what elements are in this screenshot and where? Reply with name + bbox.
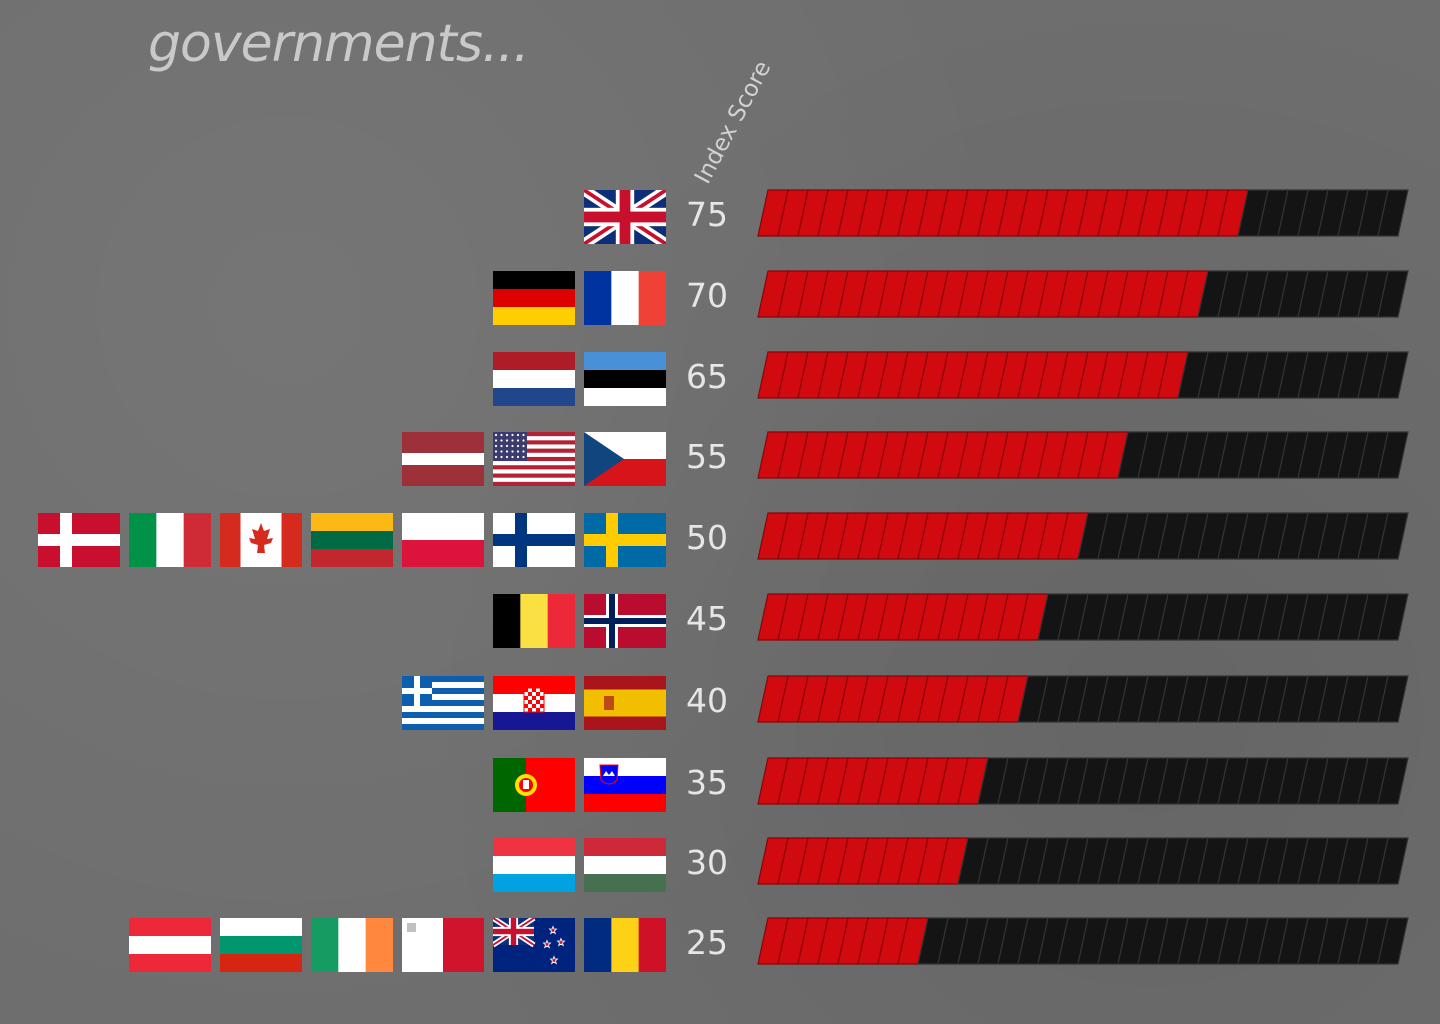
bar-segment-empty bbox=[1377, 512, 1409, 560]
fi-flag-icon bbox=[493, 513, 575, 567]
bg-flag-icon bbox=[220, 918, 302, 972]
gb-flag-icon bbox=[584, 190, 666, 244]
score-bar bbox=[757, 757, 1409, 805]
score-bar bbox=[757, 270, 1409, 318]
bar-segment-empty bbox=[1377, 757, 1409, 805]
hr-flag-icon bbox=[493, 676, 575, 730]
score-bar bbox=[757, 351, 1409, 399]
score-label: 75 bbox=[686, 195, 728, 234]
gr-flag-icon bbox=[402, 676, 484, 730]
chart-row: 55 bbox=[0, 431, 1440, 486]
lt-flag-icon bbox=[311, 513, 393, 567]
score-label: 65 bbox=[686, 357, 728, 396]
score-bar bbox=[757, 512, 1409, 560]
ie-flag-icon bbox=[311, 918, 393, 972]
cz-flag-icon bbox=[584, 432, 666, 486]
hu-flag-icon bbox=[584, 838, 666, 892]
chart-row: 65 bbox=[0, 351, 1440, 406]
pt-flag-icon bbox=[493, 758, 575, 812]
score-label: 35 bbox=[686, 763, 728, 802]
score-bar bbox=[757, 593, 1409, 641]
bar-segment-empty bbox=[1377, 593, 1409, 641]
se-flag-icon bbox=[584, 513, 666, 567]
es-flag-icon bbox=[584, 676, 666, 730]
bar-segment-empty bbox=[1377, 270, 1409, 318]
nl-flag-icon bbox=[493, 352, 575, 406]
dk-flag-icon bbox=[38, 513, 120, 567]
no-flag-icon bbox=[584, 594, 666, 648]
score-label: 30 bbox=[686, 843, 728, 882]
bar-segment-empty bbox=[1377, 837, 1409, 885]
bar-segment-empty bbox=[1377, 351, 1409, 399]
axis-label: Index Score bbox=[690, 56, 777, 189]
score-label: 55 bbox=[686, 437, 728, 476]
be-flag-icon bbox=[493, 594, 575, 648]
chart-row: 35 bbox=[0, 757, 1440, 812]
chart-row: 75 bbox=[0, 189, 1440, 244]
chart-title: governments... bbox=[148, 14, 530, 74]
score-bar bbox=[757, 431, 1409, 479]
score-label: 25 bbox=[686, 923, 728, 962]
si-flag-icon bbox=[584, 758, 666, 812]
chart-row: 70 bbox=[0, 270, 1440, 325]
chart-row: 50 bbox=[0, 512, 1440, 567]
pl-flag-icon bbox=[402, 513, 484, 567]
score-bar bbox=[757, 837, 1409, 885]
ro-flag-icon bbox=[584, 918, 666, 972]
chart-row: 45 bbox=[0, 593, 1440, 648]
score-bar bbox=[757, 917, 1409, 965]
score-bar bbox=[757, 189, 1409, 237]
bar-segment-empty bbox=[1377, 917, 1409, 965]
chart-row: 25 bbox=[0, 917, 1440, 972]
bar-segment-empty bbox=[1377, 189, 1409, 237]
fr-flag-icon bbox=[584, 271, 666, 325]
score-label: 40 bbox=[686, 681, 728, 720]
lv-flag-icon bbox=[402, 432, 484, 486]
at-flag-icon bbox=[129, 918, 211, 972]
de-flag-icon bbox=[493, 271, 575, 325]
lu-flag-icon bbox=[493, 838, 575, 892]
us-flag-icon bbox=[493, 432, 575, 486]
score-bar bbox=[757, 675, 1409, 723]
chart-row: 40 bbox=[0, 675, 1440, 730]
chart-row: 30 bbox=[0, 837, 1440, 892]
nz-flag-icon bbox=[493, 918, 575, 972]
score-label: 45 bbox=[686, 599, 728, 638]
ee-flag-icon bbox=[584, 352, 666, 406]
it-flag-icon bbox=[129, 513, 211, 567]
score-label: 50 bbox=[686, 518, 728, 557]
bar-segment-empty bbox=[1377, 431, 1409, 479]
bar-segment-empty bbox=[1377, 675, 1409, 723]
score-label: 70 bbox=[686, 276, 728, 315]
ca-flag-icon bbox=[220, 513, 302, 567]
mt-flag-icon bbox=[402, 918, 484, 972]
